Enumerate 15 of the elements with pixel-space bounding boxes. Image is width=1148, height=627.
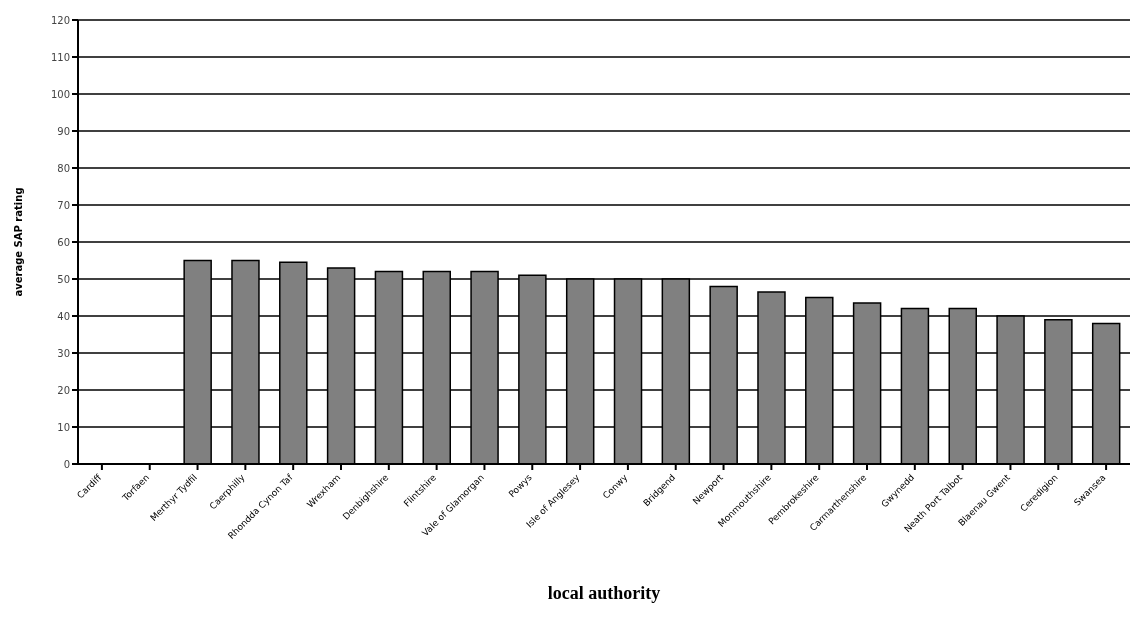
y-axis-title: average SAP rating bbox=[12, 187, 24, 297]
y-tick-label: 30 bbox=[57, 347, 70, 359]
y-tick-label: 80 bbox=[57, 162, 70, 174]
y-tick-label: 50 bbox=[57, 273, 70, 285]
y-tick-label: 70 bbox=[57, 199, 70, 211]
y-tick-label: 100 bbox=[50, 88, 70, 100]
y-tick-label: 120 bbox=[50, 14, 70, 26]
y-tick-label: 90 bbox=[57, 125, 70, 137]
y-tick-label: 0 bbox=[63, 458, 70, 470]
x-axis-title: local authority bbox=[547, 583, 661, 603]
y-tick-label: 60 bbox=[57, 236, 70, 248]
y-tick-label: 20 bbox=[57, 384, 70, 396]
y-tick-label: 40 bbox=[57, 310, 70, 322]
y-tick-label: 10 bbox=[57, 421, 70, 433]
y-tick-label: 110 bbox=[50, 51, 70, 63]
